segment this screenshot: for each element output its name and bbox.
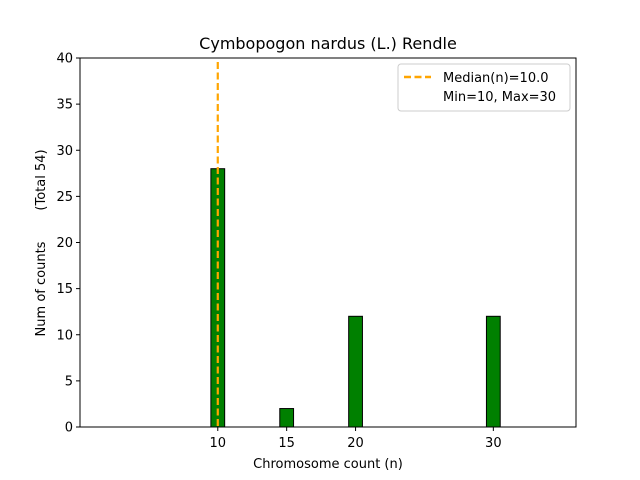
y-tick-label: 5	[65, 374, 73, 389]
chart-title: Cymbopogon nardus (L.) Rendle	[199, 34, 457, 53]
legend-minmax-label: Min=10, Max=30	[443, 90, 556, 105]
plot-area: 0 5 10 15 20 25 30 35 40 10 15 20 30	[56, 52, 577, 451]
y-tick-label: 0	[65, 421, 73, 436]
y-tick-label: 20	[56, 236, 73, 251]
x-tick-label: 15	[278, 436, 295, 451]
y-tick-label: 35	[56, 98, 73, 113]
legend: Median(n)=10.0 Min=10, Max=30	[397, 63, 571, 112]
y-tick-label: 15	[56, 282, 73, 297]
y-tick-label: 10	[56, 328, 73, 343]
y-tick-label: 25	[56, 190, 73, 205]
x-tick-label: 20	[347, 436, 364, 451]
bar-n-15	[279, 408, 295, 428]
y-tick-label: 40	[56, 52, 73, 67]
y-axis-total-note: (Total 54)	[34, 149, 49, 210]
y-axis-title: Num of counts	[34, 241, 49, 336]
x-axis-title: Chromosome count (n)	[253, 457, 403, 472]
legend-median-label: Median(n)=10.0	[443, 71, 549, 86]
bar-n-20	[348, 315, 363, 428]
x-tick-label: 30	[485, 436, 502, 451]
x-tick-label: 10	[210, 436, 227, 451]
bar-n-30	[485, 315, 501, 428]
y-tick-label: 30	[56, 144, 73, 159]
legend-box	[397, 63, 571, 112]
